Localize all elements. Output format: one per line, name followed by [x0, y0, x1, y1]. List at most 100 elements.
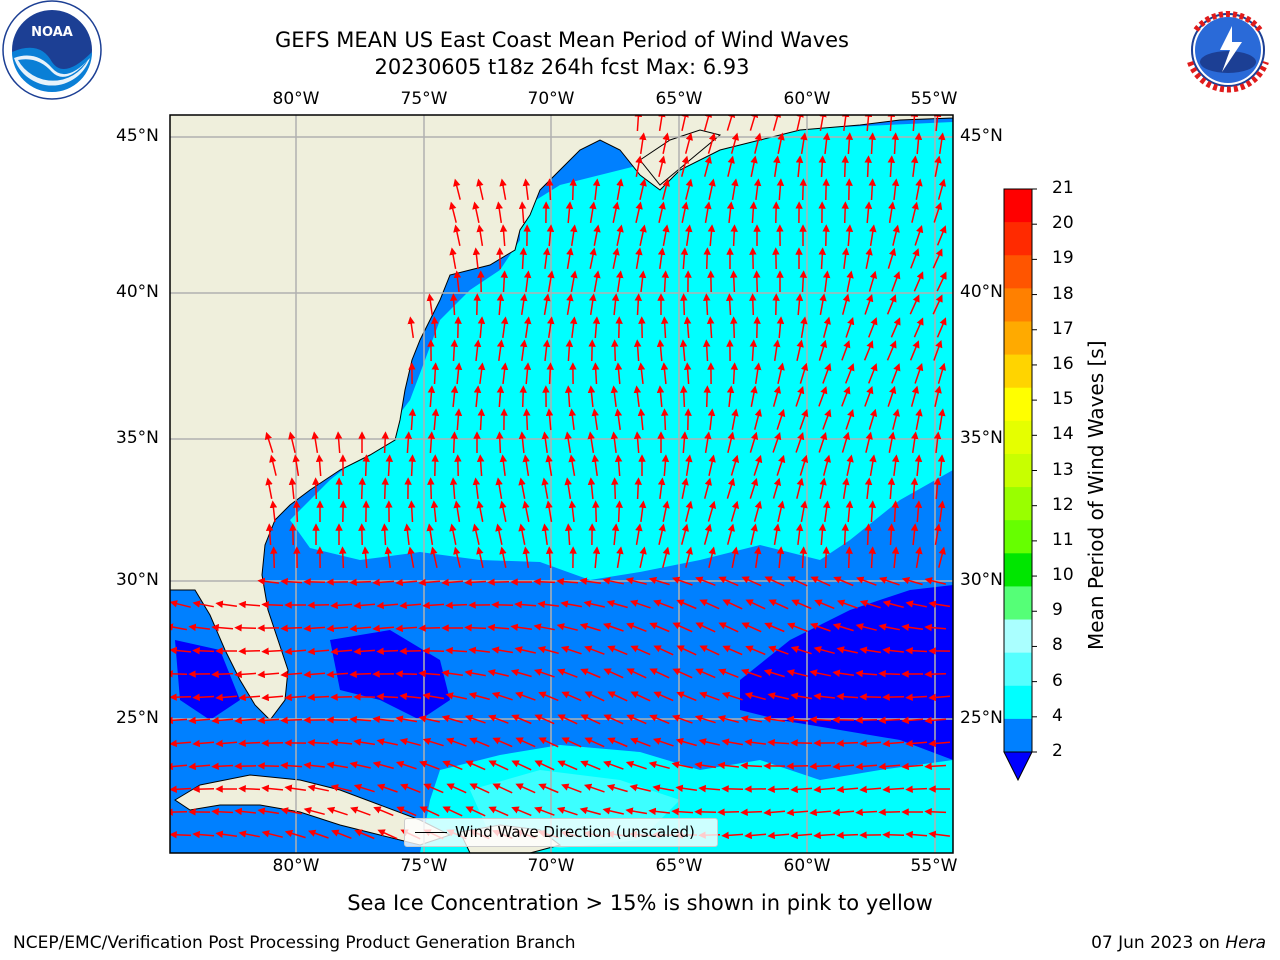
wind-wave-arrow — [269, 500, 278, 522]
wind-wave-arrow — [353, 783, 375, 793]
wind-wave-arrow — [841, 523, 849, 546]
wind-wave-arrow — [754, 132, 762, 154]
colorbar-tick-label: 17 — [1052, 318, 1074, 339]
wind-wave-arrow — [730, 132, 740, 154]
wind-wave-arrow — [836, 739, 859, 747]
wind-wave-arrow — [376, 783, 398, 793]
wind-wave-arrow — [257, 577, 279, 586]
wind-wave-arrow — [426, 523, 434, 546]
wind-wave-arrow — [791, 599, 812, 610]
wind-wave-arrow — [730, 316, 738, 339]
lon-label-top: 70°W — [527, 89, 575, 109]
noaa-logo-icon: NOAA — [2, 0, 102, 100]
wind-wave-arrow — [395, 578, 418, 587]
wind-wave-arrow — [914, 500, 923, 523]
wind-wave-arrow — [676, 691, 697, 702]
wind-wave-arrow — [910, 385, 920, 407]
wind-wave-arrow — [681, 115, 689, 131]
wind-wave-arrow — [842, 477, 850, 500]
wind-wave-arrow — [495, 523, 503, 545]
wind-wave-arrow — [625, 807, 648, 815]
wind-wave-arrow — [731, 408, 739, 430]
wind-wave-arrow — [441, 578, 464, 587]
wind-wave-arrow — [326, 670, 349, 679]
wind-wave-arrow — [753, 500, 763, 522]
wind-wave-arrow — [611, 477, 619, 500]
wind-wave-arrow — [453, 546, 461, 568]
wind-wave-arrow — [934, 523, 942, 546]
wind-wave-arrow — [680, 431, 689, 454]
wind-wave-arrow — [656, 339, 665, 362]
wind-wave-direction-arrows — [170, 115, 951, 840]
wind-wave-arrow — [234, 716, 257, 725]
wind-wave-arrow — [170, 739, 192, 748]
wind-wave-arrow — [192, 830, 215, 839]
wind-wave-arrow — [891, 546, 900, 569]
wind-wave-arrow — [450, 431, 458, 454]
wind-wave-arrow — [776, 454, 786, 476]
wind-wave-arrow — [905, 739, 928, 748]
wind-wave-arrow — [818, 431, 828, 453]
wind-wave-arrow — [510, 668, 532, 678]
wind-wave-arrow — [882, 785, 905, 794]
wind-wave-arrow — [234, 807, 256, 816]
wind-wave-arrow — [499, 546, 507, 568]
wind-wave-arrow — [284, 784, 307, 792]
wind-wave-arrow — [822, 408, 832, 430]
wind-wave-arrow — [936, 225, 947, 246]
wind-wave-arrow — [754, 546, 762, 569]
wind-wave-arrow — [280, 577, 303, 586]
colorbar-segment — [1004, 487, 1032, 521]
wind-wave-arrow — [790, 785, 813, 794]
wind-wave-arrow — [704, 431, 712, 454]
wind-wave-arrow — [441, 714, 463, 724]
wind-wave-arrow — [330, 784, 352, 792]
wind-wave-arrow — [928, 739, 951, 748]
wind-wave-arrow — [910, 477, 919, 500]
wind-wave-arrow — [722, 645, 743, 656]
colorbar-segment — [1004, 586, 1032, 621]
wind-wave-arrow — [868, 546, 877, 569]
wind-wave-arrow — [211, 623, 234, 632]
wind-wave-arrow — [565, 339, 574, 362]
wind-wave-arrow — [796, 477, 804, 499]
wind-wave-arrow — [777, 362, 785, 384]
wind-wave-arrow — [385, 454, 394, 477]
wind-wave-arrow — [353, 738, 376, 746]
wind-wave-arrow — [800, 132, 808, 155]
wind-wave-arrow — [565, 201, 574, 224]
wind-wave-arrow — [638, 270, 647, 292]
wind-wave-arrow — [520, 293, 528, 316]
wind-wave-arrow — [928, 693, 951, 702]
wind-wave-arrow — [612, 201, 620, 223]
wind-wave-arrow — [657, 477, 666, 499]
wind-wave-arrow — [662, 178, 670, 200]
wind-wave-arrow — [280, 624, 303, 632]
wind-wave-arrow — [671, 714, 693, 724]
wind-wave-arrow — [855, 669, 878, 678]
wind-wave-arrow — [587, 385, 596, 408]
wind-wave-arrow — [915, 178, 923, 200]
wind-wave-arrow — [764, 622, 785, 633]
wind-wave-arrow — [449, 201, 457, 223]
wind-wave-arrow — [579, 806, 601, 816]
wind-wave-arrow — [750, 385, 758, 407]
wind-wave-arrow — [477, 362, 486, 384]
wind-wave-arrow — [303, 807, 325, 816]
wind-wave-arrow — [887, 247, 897, 269]
wind-wave-arrow — [661, 270, 670, 293]
wind-wave-arrow — [841, 201, 849, 224]
wind-wave-arrow — [400, 783, 421, 793]
wind-wave-arrow — [215, 830, 238, 838]
wind-wave-arrow — [753, 178, 762, 200]
wind-wave-arrow — [750, 523, 758, 545]
wind-wave-arrow — [499, 500, 507, 522]
wind-wave-arrow — [192, 647, 215, 655]
wind-wave-arrow — [727, 155, 735, 177]
wind-wave-arrow — [702, 293, 711, 316]
wind-wave-arrow — [170, 716, 188, 725]
wind-wave-arrow — [744, 831, 767, 840]
map-legend: Wind Wave Direction (unscaled) — [404, 818, 718, 847]
wind-wave-arrow — [938, 132, 946, 155]
wind-wave-arrow — [726, 201, 735, 223]
